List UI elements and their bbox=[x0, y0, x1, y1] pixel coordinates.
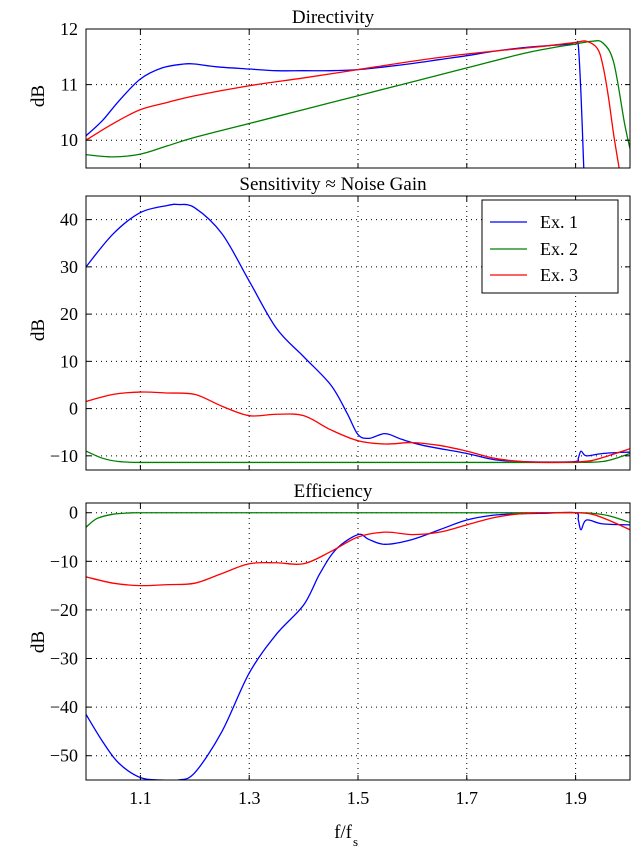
sensitivity-y-tick-label: 10 bbox=[60, 351, 78, 371]
directivity-panel: Directivity dB 10 11 12 bbox=[28, 7, 631, 169]
sensitivity-series-ex3 bbox=[86, 391, 630, 464]
directivity-axes bbox=[85, 28, 631, 169]
x-tick-label: 1.5 bbox=[347, 788, 370, 808]
sensitivity-ylabel: dB bbox=[28, 319, 49, 341]
efficiency-panel: Efficiency dB 1.1 1.3 1.5 1.7 1.9 −50 −40 −30 −2… bbox=[28, 481, 631, 808]
efficiency-series-ex1 bbox=[86, 511, 630, 780]
legend-label-ex2: Ex. 2 bbox=[540, 239, 578, 259]
directivity-y-tick-label: 12 bbox=[60, 19, 78, 39]
x-axis-label-subscript: s bbox=[353, 834, 358, 849]
legend-label-ex3: Ex. 3 bbox=[540, 265, 578, 285]
directivity-series-ex3 bbox=[86, 40, 620, 168]
x-tick-label: 1.1 bbox=[129, 788, 152, 808]
directivity-ylabel: dB bbox=[28, 85, 49, 107]
efficiency-ylabel: dB bbox=[28, 631, 49, 653]
sensitivity-y-tick-label: −10 bbox=[50, 446, 78, 466]
sensitivity-series-ex1 bbox=[86, 203, 630, 463]
efficiency-series-ex3 bbox=[86, 511, 630, 587]
legend-box bbox=[481, 199, 619, 294]
directivity-y-tick-label: 10 bbox=[60, 130, 78, 150]
x-tick-label: 1.7 bbox=[456, 788, 479, 808]
sensitivity-y-tick-label: 30 bbox=[60, 257, 78, 277]
sensitivity-series bbox=[86, 203, 630, 464]
sensitivity-series-ex2 bbox=[86, 450, 630, 464]
efficiency-y-tick-label: −50 bbox=[50, 746, 78, 766]
directivity-ticks: 10 11 12 bbox=[60, 19, 630, 168]
sensitivity-y-tick-label: 0 bbox=[69, 399, 78, 419]
sensitivity-title: Sensitivity ≈ Noise Gain bbox=[239, 174, 427, 195]
directivity-series bbox=[86, 40, 630, 168]
legend-label-ex1: Ex. 1 bbox=[540, 212, 578, 232]
sensitivity-panel: Sensitivity ≈ Noise Gain dB −10 0 10 20 30 40… bbox=[28, 174, 631, 471]
efficiency-y-tick-label: 0 bbox=[69, 503, 78, 523]
sensitivity-y-tick-label: 40 bbox=[60, 210, 78, 230]
directivity-grid bbox=[86, 28, 630, 168]
sensitivity-y-tick-label: 20 bbox=[60, 304, 78, 324]
sensitivity-ticks: −10 0 10 20 30 40 bbox=[50, 196, 630, 470]
efficiency-title: Efficiency bbox=[294, 481, 373, 502]
efficiency-y-tick-label: −20 bbox=[50, 600, 78, 620]
efficiency-series bbox=[86, 511, 630, 780]
sensitivity-axes bbox=[85, 195, 631, 471]
directivity-title: Directivity bbox=[292, 7, 375, 28]
efficiency-y-tick-label: −30 bbox=[50, 649, 78, 669]
efficiency-series-ex2 bbox=[86, 512, 630, 528]
x-tick-label: 1.9 bbox=[564, 788, 587, 808]
efficiency-ticks: 1.1 1.3 1.5 1.7 1.9 −50 −40 −30 −20 −10 0 bbox=[50, 503, 630, 808]
directivity-y-tick-label: 11 bbox=[61, 75, 78, 95]
efficiency-y-tick-label: −40 bbox=[50, 697, 78, 717]
efficiency-y-tick-label: −10 bbox=[50, 551, 78, 571]
efficiency-axes bbox=[85, 502, 631, 781]
directivity-series-ex2 bbox=[86, 40, 630, 158]
x-axis-label: f/f bbox=[334, 822, 353, 843]
efficiency-grid bbox=[86, 503, 630, 780]
legend: Ex. 1 Ex. 2 Ex. 3 bbox=[481, 199, 619, 294]
x-tick-label: 1.3 bbox=[238, 788, 261, 808]
directivity-series-ex1 bbox=[86, 40, 585, 168]
